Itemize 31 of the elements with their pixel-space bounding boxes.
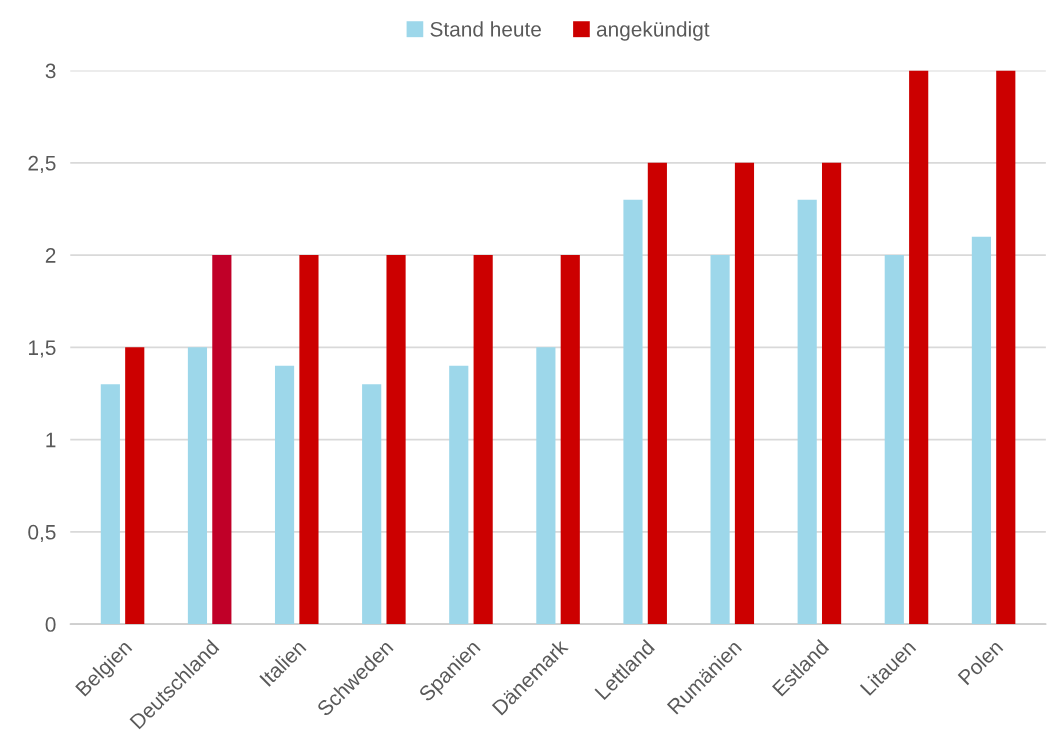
bar xyxy=(623,199,643,625)
y-tick-label: 0,5 xyxy=(28,524,56,543)
bar xyxy=(821,162,842,625)
bar xyxy=(536,347,556,625)
bar xyxy=(884,255,904,625)
bar xyxy=(100,384,120,625)
bar xyxy=(996,70,1016,625)
y-tick-label: 1,5 xyxy=(29,340,56,358)
bar xyxy=(971,236,991,625)
y-tick-label: 2,5 xyxy=(28,155,56,174)
y-tick-label: 1 xyxy=(46,432,56,448)
bar xyxy=(299,255,319,625)
bar xyxy=(362,384,382,625)
y-tick-label: 0 xyxy=(45,617,56,632)
bar xyxy=(560,255,580,625)
bar xyxy=(212,255,232,625)
bar xyxy=(449,365,469,625)
bar xyxy=(125,347,145,625)
bar xyxy=(187,347,208,625)
legend-label: angekündigt xyxy=(596,21,710,41)
bar xyxy=(274,365,295,625)
bar xyxy=(909,70,929,625)
bar xyxy=(386,255,406,625)
bar xyxy=(647,162,667,625)
bar xyxy=(797,199,817,625)
y-tick-label: 3 xyxy=(45,63,56,79)
legend-label: Stand heute xyxy=(430,21,541,37)
bar xyxy=(734,162,755,625)
bar xyxy=(473,255,493,625)
y-tick-label: 2 xyxy=(45,248,56,263)
bar xyxy=(710,255,730,625)
